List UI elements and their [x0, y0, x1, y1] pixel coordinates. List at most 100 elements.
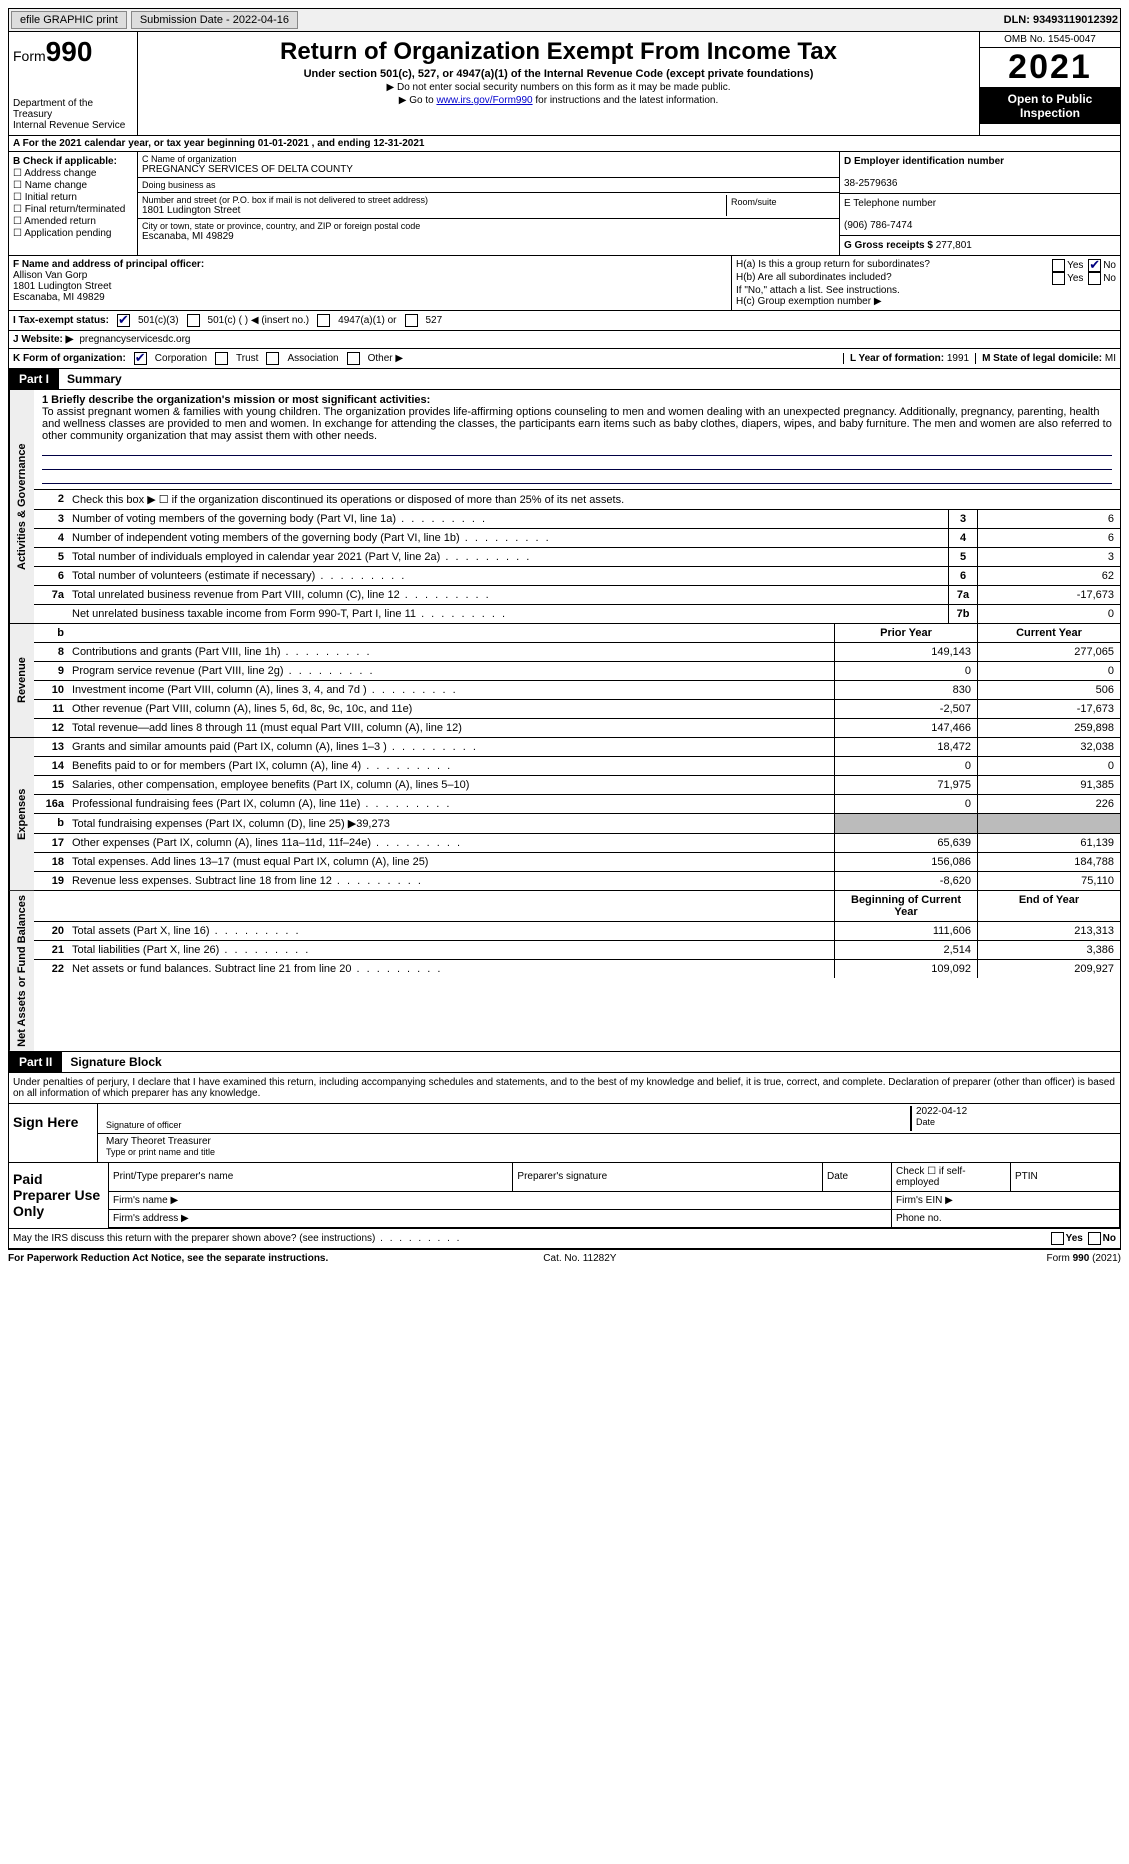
b-label: B Check if applicable: [13, 156, 117, 167]
l-label: L Year of formation: [850, 353, 944, 364]
line-19: 19Revenue less expenses. Subtract line 1… [34, 871, 1120, 890]
i-527[interactable] [405, 314, 418, 327]
firm-name: Firm's name ▶ [109, 1191, 892, 1209]
k-other[interactable] [347, 352, 360, 365]
part1-header: Part I Summary [8, 369, 1121, 390]
gross-label: G Gross receipts $ [844, 240, 933, 251]
line-5: 5Total number of individuals employed in… [34, 547, 1120, 566]
line-22: 22Net assets or fund balances. Subtract … [34, 959, 1120, 978]
ha-no[interactable] [1088, 259, 1101, 272]
part1-tag: Part I [9, 369, 59, 389]
line-13: 13Grants and similar amounts paid (Part … [34, 738, 1120, 756]
line-16a: 16aProfessional fundraising fees (Part I… [34, 794, 1120, 813]
hc-label: H(c) Group exemption number ▶ [736, 296, 1116, 307]
line-2: 2Check this box ▶ ☐ if the organization … [34, 489, 1120, 509]
header-left: Form990 Department of the Treasury Inter… [9, 32, 138, 135]
row-j: J Website: ▶ pregnancyservicesdc.org [8, 331, 1121, 349]
pp-name: Print/Type preparer's name [109, 1163, 513, 1192]
chk-final[interactable]: ☐ Final return/terminated [13, 204, 133, 215]
sign-here-label: Sign Here [9, 1104, 98, 1162]
firm-ein: Firm's EIN ▶ [892, 1191, 1120, 1209]
vlabel-net: Net Assets or Fund Balances [9, 891, 34, 1051]
i-label: I Tax-exempt status: [13, 315, 109, 326]
chk-address[interactable]: ☐ Address change [13, 168, 133, 179]
omb-number: OMB No. 1545-0047 [980, 32, 1120, 48]
row-klm: K Form of organization: Corporation Trus… [8, 349, 1121, 369]
f-city: Escanaba, MI 49829 [13, 292, 105, 303]
line-21: 21Total liabilities (Part X, line 26)2,5… [34, 940, 1120, 959]
line-6: 6Total number of volunteers (estimate if… [34, 566, 1120, 585]
form990-link[interactable]: www.irs.gov/Form990 [436, 95, 532, 106]
line-12: 12Total revenue—add lines 8 through 11 (… [34, 718, 1120, 737]
i-501c3[interactable] [117, 314, 130, 327]
vlabel-revenue: Revenue [9, 624, 34, 737]
submission-btn[interactable]: Submission Date - 2022-04-16 [131, 11, 298, 29]
phone-cell: E Telephone number (906) 786-7474 [840, 194, 1120, 236]
j-website: pregnancyservicesdc.org [79, 334, 190, 345]
discuss-no[interactable] [1088, 1232, 1101, 1245]
m-val: MI [1105, 353, 1116, 364]
org-name: PREGNANCY SERVICES OF DELTA COUNTY [142, 164, 835, 175]
uline [42, 471, 1112, 484]
i-501c[interactable] [187, 314, 200, 327]
discuss-yes[interactable] [1051, 1232, 1064, 1245]
mission-text: To assist pregnant women & families with… [42, 406, 1112, 442]
dba-cell: Doing business as [138, 178, 839, 193]
k-trust[interactable] [215, 352, 228, 365]
phone-label: E Telephone number [844, 198, 936, 209]
efile-btn[interactable]: efile GRAPHIC print [11, 11, 127, 29]
form-number: 990 [46, 36, 93, 67]
ein-value: 38-2579636 [844, 178, 897, 189]
top-bar: efile GRAPHIC print Submission Date - 20… [8, 8, 1121, 32]
discuss-text: May the IRS discuss this return with the… [13, 1233, 461, 1244]
line-7a: 7aTotal unrelated business revenue from … [34, 585, 1120, 604]
open-inspection: Open to Public Inspection [980, 88, 1120, 124]
note-link: ▶ Go to www.irs.gov/Form990 for instruct… [146, 95, 971, 106]
hb-yes[interactable] [1052, 272, 1065, 285]
tax-year: 2021 [980, 48, 1120, 88]
l-val: 1991 [947, 353, 969, 364]
dba-label: Doing business as [142, 180, 835, 190]
f-name: Allison Van Gorp [13, 270, 87, 281]
preparer-table: Print/Type preparer's name Preparer's si… [109, 1163, 1120, 1228]
line-10: 10Investment income (Part VIII, column (… [34, 680, 1120, 699]
form-title: Return of Organization Exempt From Incom… [146, 38, 971, 66]
hb-note: If "No," attach a list. See instructions… [736, 285, 1116, 296]
part2-tag: Part II [9, 1052, 62, 1072]
ha-label: H(a) Is this a group return for subordin… [736, 259, 930, 272]
line-8: 8Contributions and grants (Part VIII, li… [34, 642, 1120, 661]
pp-date: Date [823, 1163, 892, 1192]
pp-ptin: PTIN [1011, 1163, 1120, 1192]
row-i: I Tax-exempt status: 501(c)(3) 501(c) ( … [8, 311, 1121, 331]
main-info-grid: B Check if applicable: ☐ Address change … [8, 152, 1121, 256]
part1-title: Summary [59, 369, 130, 389]
vlabel-expenses: Expenses [9, 738, 34, 890]
pp-check: Check ☐ if self-employed [892, 1163, 1011, 1192]
gross-value: 277,801 [936, 240, 972, 251]
uline [42, 443, 1112, 456]
sig-name-label: Type or print name and title [106, 1147, 215, 1157]
line-4: 4Number of independent voting members of… [34, 528, 1120, 547]
revenue-block: Revenue bPrior YearCurrent Year 8Contrib… [8, 624, 1121, 738]
k-corp[interactable] [134, 352, 147, 365]
chk-name[interactable]: ☐ Name change [13, 180, 133, 191]
i-4947[interactable] [317, 314, 330, 327]
section-deg: D Employer identification number 38-2579… [839, 152, 1120, 255]
vlabel-activities: Activities & Governance [9, 390, 34, 623]
gross-cell: G Gross receipts $ 277,801 [840, 236, 1120, 255]
chk-initial[interactable]: ☐ Initial return [13, 192, 133, 203]
hb-no[interactable] [1088, 272, 1101, 285]
line-18: 18Total expenses. Add lines 13–17 (must … [34, 852, 1120, 871]
k-label: K Form of organization: [13, 353, 126, 364]
street-label: Number and street (or P.O. box if mail i… [142, 195, 726, 205]
chk-pending[interactable]: ☐ Application pending [13, 228, 133, 239]
ha-yes[interactable] [1052, 259, 1065, 272]
uline [42, 457, 1112, 470]
firm-addr: Firm's address ▶ [109, 1209, 892, 1227]
chk-amended[interactable]: ☐ Amended return [13, 216, 133, 227]
k-assoc[interactable] [266, 352, 279, 365]
city-cell: City or town, state or province, country… [138, 219, 839, 244]
line-15: 15Salaries, other compensation, employee… [34, 775, 1120, 794]
sign-here-row: Sign Here Signature of officer 2022-04-1… [9, 1103, 1120, 1162]
row-a-period: A For the 2021 calendar year, or tax yea… [8, 136, 1121, 152]
